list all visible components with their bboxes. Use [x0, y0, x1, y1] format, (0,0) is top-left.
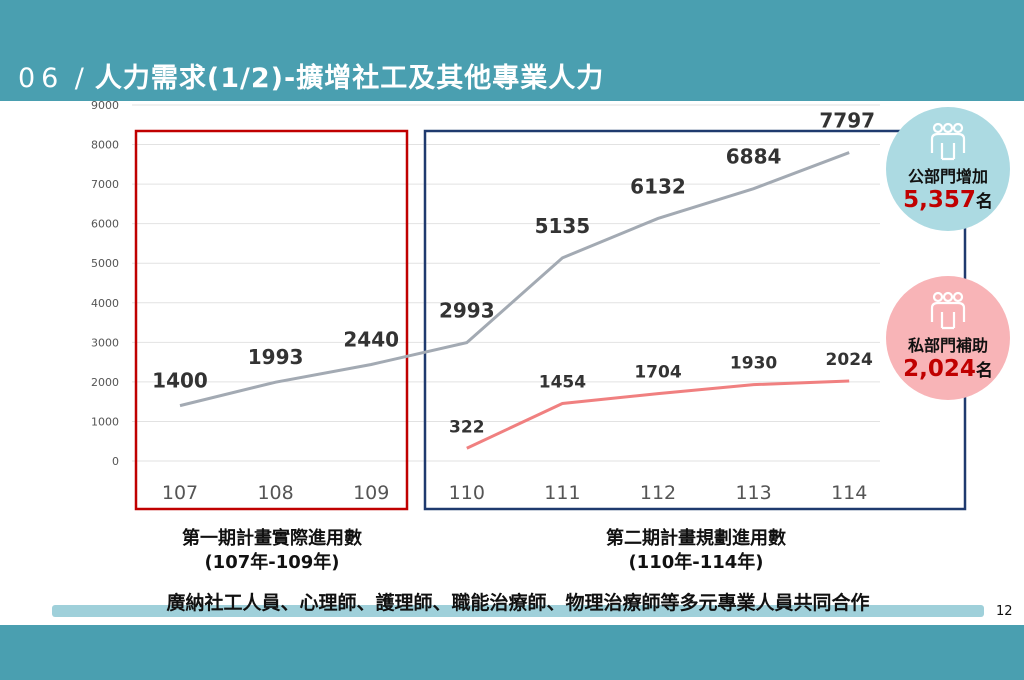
caption-line: (107年-109年)	[204, 552, 340, 573]
footer-highlight	[52, 605, 984, 617]
page-number: 12	[996, 604, 1013, 619]
group-box-phase-2	[423, 129, 967, 511]
summary-label: 私部門補助	[907, 336, 988, 355]
x-tick-label: 109	[353, 482, 389, 504]
data-label: 6884	[726, 145, 782, 169]
data-label: 1930	[730, 354, 777, 374]
public-sector-summary: 公部門增加 5,357名	[886, 107, 1010, 231]
group-caption-2: 第二期計畫規劃進用數 (110年-114年)	[426, 527, 966, 575]
people-icon	[886, 121, 1010, 161]
y-tick-label: 6000	[91, 218, 119, 231]
separator: /	[74, 63, 85, 94]
x-tick-label: 107	[162, 482, 198, 504]
header-band	[0, 0, 1024, 101]
data-label: 6132	[630, 174, 686, 198]
y-tick-label: 4000	[91, 297, 119, 310]
x-tick-label: 110	[449, 482, 485, 504]
summary-value: 2,024	[903, 356, 976, 382]
x-tick-label: 111	[544, 482, 580, 504]
y-tick-label: 3000	[91, 336, 119, 349]
x-tick-label: 113	[735, 482, 771, 504]
footer-text: 廣納社工人員、心理師、護理師、職能治療師、物理治療師等多元專業人員共同合作	[166, 592, 870, 614]
x-tick-label: 112	[640, 482, 676, 504]
summary-unit: 名	[975, 192, 993, 212]
section-number: 06	[18, 63, 65, 94]
title-text: 人力需求(1/2)-擴增社工及其他專業人力	[94, 63, 605, 94]
data-label: 2024	[826, 350, 873, 370]
series-line-0	[179, 151, 850, 408]
x-tick-label: 108	[257, 482, 293, 504]
data-label: 322	[449, 417, 485, 437]
y-tick-label: 8000	[91, 139, 119, 152]
data-label: 1400	[152, 369, 208, 393]
group-box-phase-1	[134, 129, 409, 511]
y-tick-label: 1000	[91, 415, 119, 428]
data-label: 1704	[634, 363, 681, 383]
data-label: 5135	[535, 214, 591, 238]
caption-line: 第二期計畫規劃進用數	[606, 528, 786, 549]
footer-band	[0, 625, 1024, 680]
group-caption-1: 第一期計畫實際進用數 (107年-109年)	[136, 527, 408, 575]
data-label: 1454	[539, 372, 586, 392]
data-label: 2440	[343, 327, 399, 351]
data-label: 7797	[819, 109, 875, 133]
people-icon	[886, 290, 1010, 330]
data-label: 1993	[248, 345, 304, 369]
summary-label: 公部門增加	[907, 167, 988, 186]
caption-line: (110年-114年)	[628, 552, 764, 573]
page-title: 06 / 人力需求(1/2)-擴增社工及其他專業人力	[18, 56, 604, 95]
y-tick-label: 9000	[91, 99, 119, 112]
y-tick-label: 2000	[91, 376, 119, 389]
private-sector-summary: 私部門補助 2,024名	[886, 276, 1010, 400]
y-tick-label: 5000	[91, 257, 119, 270]
series-line-1	[466, 379, 850, 450]
data-label: 2993	[439, 299, 495, 323]
x-tick-label: 114	[831, 482, 867, 504]
y-tick-label: 7000	[91, 178, 119, 191]
y-tick-label: 0	[112, 455, 119, 468]
caption-line: 第一期計畫實際進用數	[182, 528, 362, 549]
summary-value: 5,357	[903, 187, 976, 213]
summary-unit: 名	[975, 361, 993, 381]
